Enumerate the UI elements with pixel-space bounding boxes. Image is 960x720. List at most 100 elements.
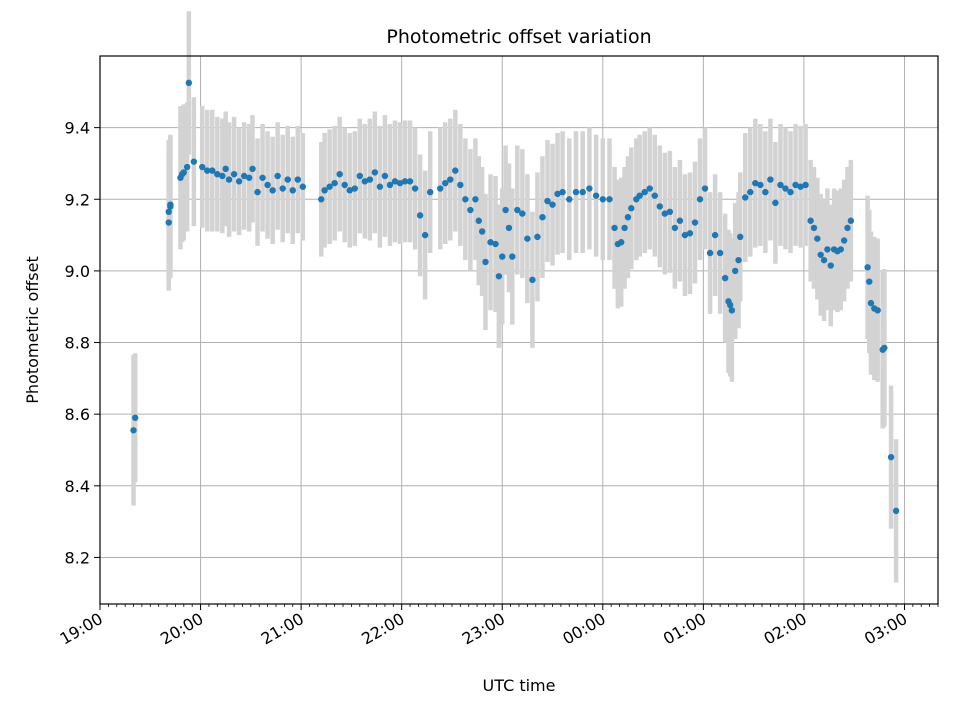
data-point [646,185,653,192]
data-point [180,169,187,176]
data-point [452,167,459,174]
data-point [294,176,301,183]
data-point [183,163,191,171]
data-point [549,201,556,208]
data-point [847,217,855,224]
data-point [696,196,704,203]
data-point [787,188,794,196]
data-point [421,231,429,239]
data-point [656,203,663,210]
data-point [269,187,276,194]
data-point [711,231,719,239]
data-point [807,217,814,224]
data-point [624,213,632,221]
data-point [165,219,172,226]
y-tick-label: 8.8 [65,334,90,353]
data-point [892,507,900,515]
data-point [165,208,172,216]
data-point [321,187,328,194]
data-point [386,181,394,189]
y-tick-label: 9.0 [65,262,90,281]
data-point [706,249,714,257]
data-point [539,213,546,221]
x-axis-label: UTC time [483,676,556,695]
data-point [621,224,628,232]
data-point [199,163,206,171]
data-point [401,178,409,185]
data-point [240,172,248,180]
data-point [396,179,404,187]
data-point [666,208,674,216]
data-point [772,199,779,207]
data-point [837,246,844,253]
data-point [235,178,243,185]
data-point [326,183,333,190]
data-point [559,188,566,196]
data-point [671,224,679,232]
data-point [752,179,759,187]
data-point [249,165,256,173]
data-point [185,79,193,87]
data-point [579,188,586,196]
data-point [411,185,419,192]
data-point [782,185,789,192]
data-point [499,253,506,260]
data-point [747,188,754,196]
data-point [820,256,828,264]
y-axis-label: Photometric offset [23,256,42,404]
y-axis-ticks: 8.2 8.4 8.6 8.8 9.0 9.2 9.4 [65,119,100,567]
data-point [245,174,253,181]
data-point [636,192,643,199]
data-point [457,181,464,189]
data-point [230,170,238,178]
data-point [792,181,799,189]
data-point [209,167,216,174]
data-point [447,176,454,183]
data-point [611,224,618,232]
data-point [416,212,424,219]
data-point [406,178,414,185]
data-point [529,276,536,284]
data-point [264,181,271,189]
data-point [599,196,606,203]
data-point [810,224,818,232]
data-point [777,181,784,189]
data-point [366,176,374,183]
data-point [131,414,139,421]
data-point [204,167,211,174]
data-point [259,174,266,181]
data-point [371,169,379,176]
data-point [514,206,521,214]
data-point [225,176,233,183]
data-point [254,188,261,196]
data-point [824,246,831,253]
data-point [391,178,399,185]
data-point [735,256,742,264]
data-point [130,427,137,434]
data-point [866,278,873,285]
data-point [509,253,516,260]
data-point [814,235,821,242]
data-point [728,307,736,314]
data-point [222,165,229,173]
data-point [716,249,724,257]
data-point [566,196,573,203]
data-point [167,201,174,208]
y-tick-label: 8.2 [65,548,90,567]
data-point [797,183,804,190]
data-point [618,239,625,246]
y-tick-label: 8.4 [65,477,90,496]
data-point [442,179,449,187]
data-point [341,181,348,189]
y-tick-label: 8.6 [65,405,90,424]
data-point [686,230,694,237]
data-point [376,183,384,190]
data-point [586,185,593,192]
data-point [726,301,734,309]
data-point [361,178,369,185]
data-point [336,170,343,178]
data-point [495,273,503,280]
data-point [472,196,479,203]
